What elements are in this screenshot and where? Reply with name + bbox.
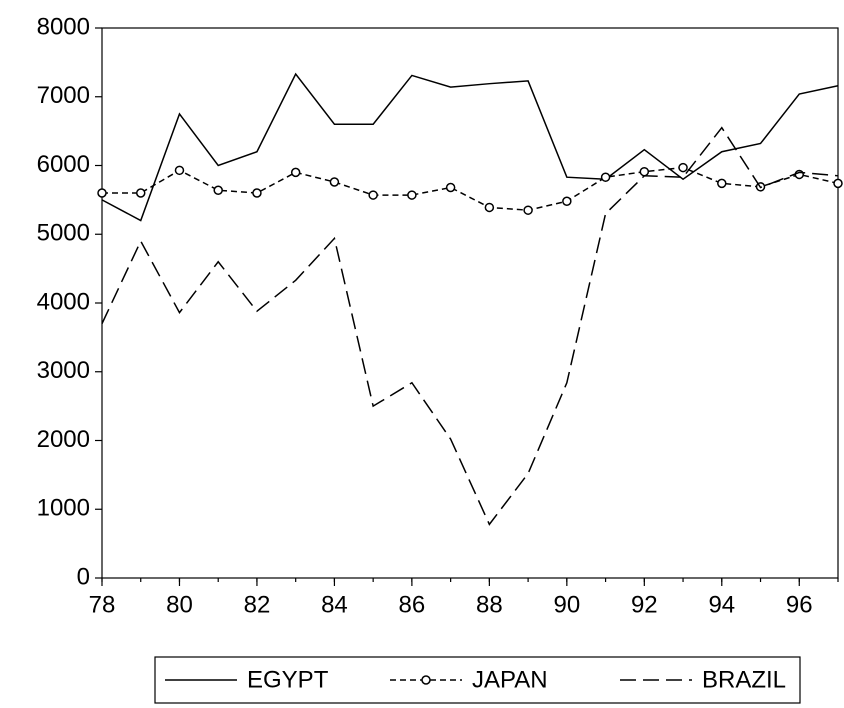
series-marker bbox=[407, 190, 417, 200]
x-tick-label: 78 bbox=[89, 591, 116, 618]
series-marker bbox=[252, 188, 262, 198]
series-line bbox=[102, 166, 839, 211]
legend-box bbox=[154, 656, 801, 704]
legend-label: BRAZIL bbox=[702, 666, 786, 693]
series-line bbox=[101, 72, 839, 222]
y-tick-label: 1000 bbox=[37, 495, 90, 522]
series-marker bbox=[445, 182, 456, 193]
x-tick-label: 88 bbox=[476, 591, 503, 618]
series-marker bbox=[600, 172, 611, 182]
x-tick-label: 82 bbox=[244, 591, 271, 618]
y-tick-label: 6000 bbox=[37, 151, 90, 178]
series-marker bbox=[484, 202, 495, 213]
x-tick-label: 86 bbox=[399, 591, 426, 618]
x-tick-label: 80 bbox=[166, 591, 193, 618]
y-tick-label: 7000 bbox=[37, 82, 90, 109]
series-marker bbox=[174, 165, 185, 176]
y-tick-label: 4000 bbox=[37, 288, 90, 315]
x-tick-label: 94 bbox=[708, 591, 735, 618]
series-marker bbox=[290, 167, 301, 178]
series-marker bbox=[523, 205, 533, 215]
series-marker bbox=[562, 196, 572, 206]
y-tick-label: 2000 bbox=[37, 426, 90, 453]
legend-marker bbox=[421, 675, 431, 685]
legend-label: JAPAN bbox=[472, 666, 548, 693]
series-marker bbox=[135, 188, 146, 198]
y-tick-label: 5000 bbox=[37, 220, 90, 247]
series-marker bbox=[368, 190, 378, 200]
y-tick-label: 8000 bbox=[37, 13, 90, 40]
series-marker bbox=[213, 185, 223, 195]
x-tick-label: 92 bbox=[631, 591, 658, 618]
y-tick-label: 0 bbox=[77, 563, 90, 590]
plot-frame bbox=[101, 27, 839, 579]
series-marker bbox=[329, 177, 340, 187]
series-marker bbox=[639, 166, 650, 177]
legend-label: EGYPT bbox=[247, 666, 329, 693]
series-marker bbox=[833, 178, 843, 189]
y-tick-label: 3000 bbox=[37, 357, 90, 384]
series-marker bbox=[97, 188, 107, 198]
x-tick-label: 84 bbox=[321, 591, 348, 618]
series-marker bbox=[717, 178, 727, 189]
series-line bbox=[101, 126, 839, 526]
x-tick-label: 96 bbox=[786, 591, 813, 618]
series-marker bbox=[678, 162, 688, 173]
x-tick-label: 90 bbox=[553, 591, 580, 618]
